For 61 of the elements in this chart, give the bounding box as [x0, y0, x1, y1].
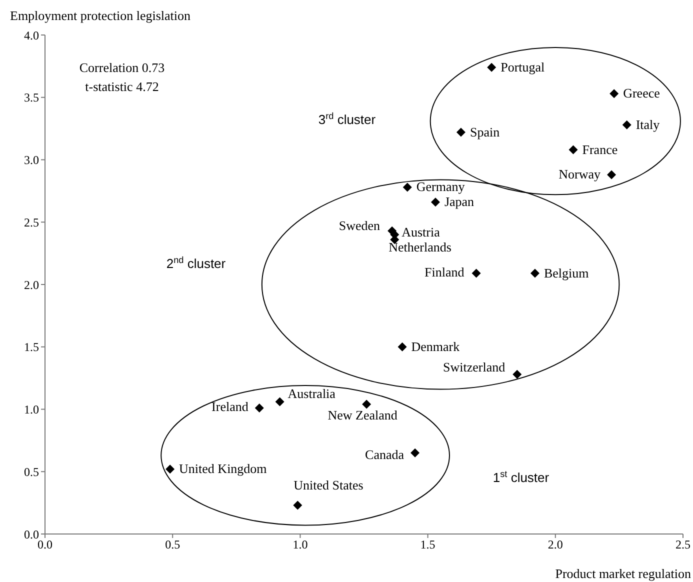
- point: [402, 182, 412, 192]
- annotation: 1$^{st}$ cluster: [492, 469, 550, 485]
- x-axis-title: Product market regulation: [555, 566, 692, 581]
- annotation: Germany: [416, 179, 466, 194]
- point: [472, 268, 481, 278]
- annotation: Finland: [424, 264, 465, 280]
- point: [398, 342, 407, 352]
- annotation: t-statistic 4.72: [85, 79, 159, 94]
- point: [430, 198, 440, 207]
- y-tick-label: 4.0: [24, 28, 39, 42]
- point: [568, 145, 578, 154]
- point: [293, 500, 302, 510]
- x-tick-label: 1.5: [420, 538, 436, 552]
- annotation: 2$^{nd}$ cluster: [166, 255, 226, 271]
- point: [166, 464, 175, 474]
- y-tick-label: 0.5: [24, 464, 39, 479]
- x-tick-label: 2.0: [548, 538, 563, 552]
- x-tick-label: 1.0: [292, 538, 308, 552]
- annotation: Belgium: [544, 265, 589, 280]
- annotation: Netherlands: [388, 240, 452, 255]
- annotation: Australia: [288, 386, 336, 401]
- annotation: 3$^{rd}$ cluster: [318, 111, 376, 127]
- annotation: United Kingdom: [179, 461, 267, 476]
- point: [456, 128, 466, 137]
- y-tick-label: 0.0: [24, 527, 39, 542]
- annotation: Switzerland: [443, 359, 506, 374]
- point: [622, 120, 632, 130]
- x-tick-label: 2.5: [676, 538, 690, 552]
- point: [410, 448, 420, 458]
- y-tick-label: 2.5: [24, 215, 39, 230]
- point: [607, 170, 616, 180]
- annotation: Canada: [365, 446, 404, 462]
- y-tick-label: 2.0: [24, 278, 39, 292]
- point: [530, 268, 540, 278]
- point: [254, 404, 264, 413]
- annotation: Norway: [558, 166, 602, 182]
- point: [275, 397, 284, 406]
- annotation: Correlation 0.73: [79, 60, 165, 75]
- x-tick-label: 0.5: [165, 538, 180, 552]
- annotation: Greece: [623, 86, 660, 101]
- point: [610, 89, 619, 98]
- x-tick-label: 0.0: [38, 538, 52, 552]
- annotation: Italy: [636, 116, 660, 132]
- y-tick-label: 3.5: [24, 90, 39, 105]
- annotation: France: [582, 142, 618, 157]
- y-tick-label: 3.0: [24, 153, 39, 168]
- y-tick-label: 1.5: [24, 340, 39, 354]
- annotation: New Zealand: [328, 407, 398, 422]
- annotation: Austria: [402, 224, 440, 240]
- annotation: Sweden: [338, 218, 381, 233]
- point: [512, 370, 522, 379]
- annotation: Japan: [444, 194, 475, 210]
- annotation: United States: [294, 477, 364, 492]
- y-axis-title: Employment protection legislation: [10, 8, 192, 23]
- point: [487, 62, 496, 72]
- annotation: Spain: [470, 124, 500, 140]
- y-tick-label: 1.0: [24, 402, 39, 417]
- annotation: Denmark: [411, 338, 460, 354]
- point: [362, 400, 372, 409]
- annotation: Ireland: [212, 399, 249, 414]
- annotation: Portugal: [500, 59, 546, 74]
